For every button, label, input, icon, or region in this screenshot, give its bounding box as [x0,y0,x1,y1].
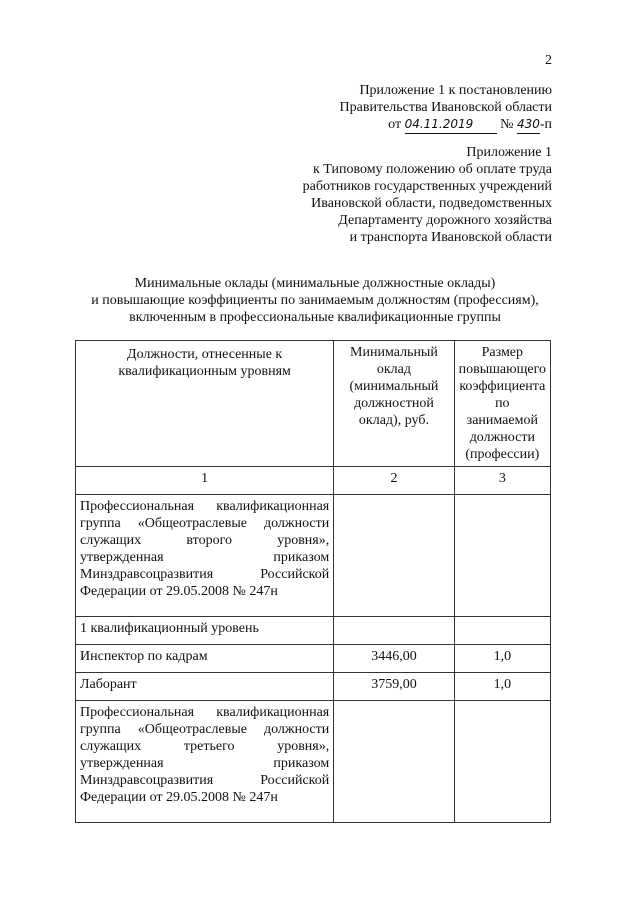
handwritten-date: 04.11.2019 [404,116,497,134]
resolution-reference: Приложение 1 к постановлению Правительст… [339,83,552,134]
table-row: Профессиональная квалификационная группа… [74,700,552,823]
page-number: 2 [545,53,552,68]
document-title: Минимальные оклады (минимальные должност… [91,276,539,325]
table-row: Лаборант 3759,00 1,0 [74,672,552,701]
table-row: Профессиональная квалификационная группа… [74,494,552,617]
table-row: 1 квалификационный уровень [74,616,552,645]
table-row: Инспектор по кадрам 3446,00 1,0 [74,644,552,673]
handwritten-number: 430 [516,116,540,134]
salary-table: Должности, отнесенные к квалификационным… [74,340,552,823]
table-header-row: Должности, отнесенные к квалификационным… [74,340,552,467]
